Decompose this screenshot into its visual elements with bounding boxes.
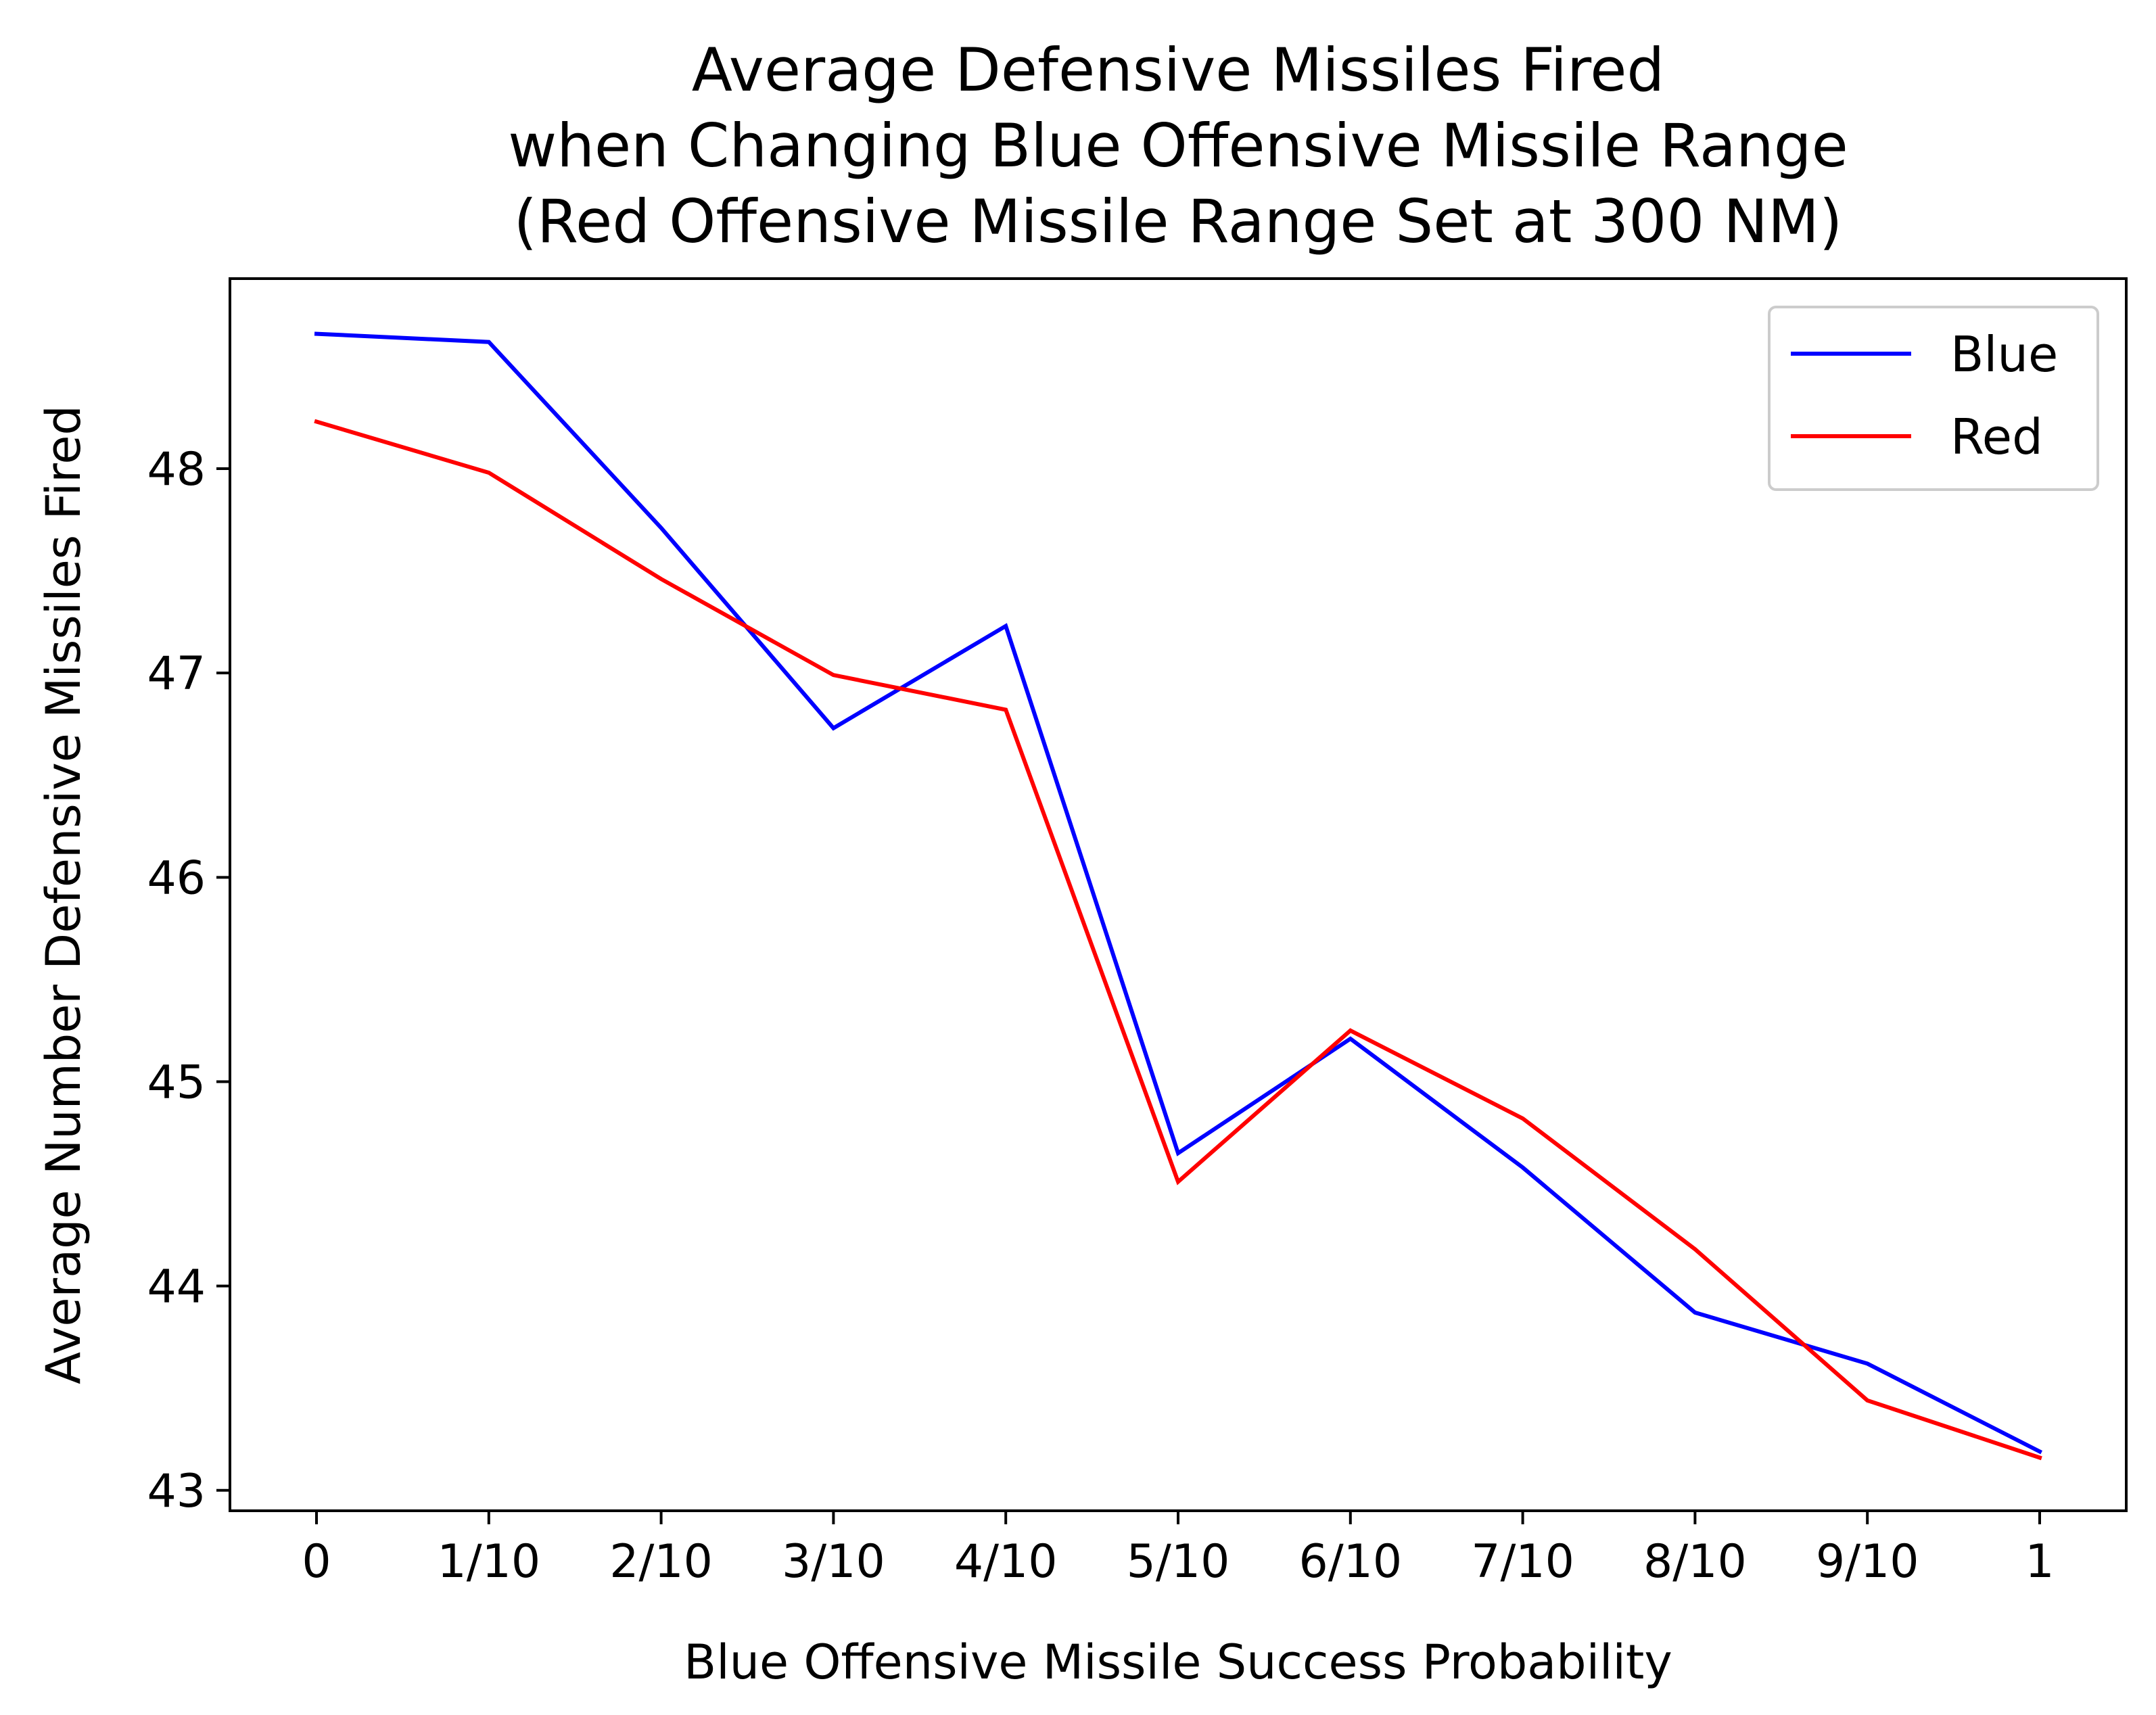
x-tick-label: 4/10 [954,1535,1058,1589]
series-line-blue [314,331,2043,1455]
x-tick-label: 1/10 [437,1535,540,1589]
y-tick-label: 43 [147,1465,206,1518]
legend: Blue Red [1768,306,2099,491]
y-axis-label: Average Number Defensive Missiles Fired [36,405,91,1384]
x-tick-label: 7/10 [1471,1535,1574,1589]
x-tick-label: 6/10 [1298,1535,1402,1589]
y-tick-label: 44 [147,1261,206,1314]
x-axis: 0 1/10 2/10 3/10 4/10 5/10 6/10 7/10 8/10 9/10 1 [302,1511,2055,1589]
legend-label-blue: Blue [1950,326,2058,383]
y-tick-label: 45 [147,1056,206,1109]
x-tick-label: 5/10 [1127,1535,1230,1589]
x-tick-label: 2/10 [609,1535,713,1589]
chart-title: Average Defensive Missiles Fired when Ch… [508,35,1848,256]
x-tick-label: 3/10 [782,1535,885,1589]
x-tick-label: 8/10 [1643,1535,1747,1589]
y-tick-label: 47 [147,647,206,701]
y-tick-label: 48 [147,443,206,496]
chart-title-line-3: (Red Offensive Missile Range Set at 300 … [514,187,1843,256]
series-lines [314,331,2043,1461]
chart-title-line-1: Average Defensive Missiles Fired [692,35,1664,105]
y-tick-label: 46 [147,851,206,905]
x-tick-label: 9/10 [1816,1535,1919,1589]
legend-label-red: Red [1950,408,2043,465]
series-line-red [314,419,2042,1461]
x-axis-label: Blue Offensive Missile Success Probabili… [684,1635,1672,1690]
chart-title-line-2: when Changing Blue Offensive Missile Ran… [508,111,1848,181]
x-tick-label: 1 [2025,1535,2054,1589]
y-axis: 43 44 45 46 47 48 [147,443,230,1518]
x-tick-label: 0 [302,1535,331,1589]
